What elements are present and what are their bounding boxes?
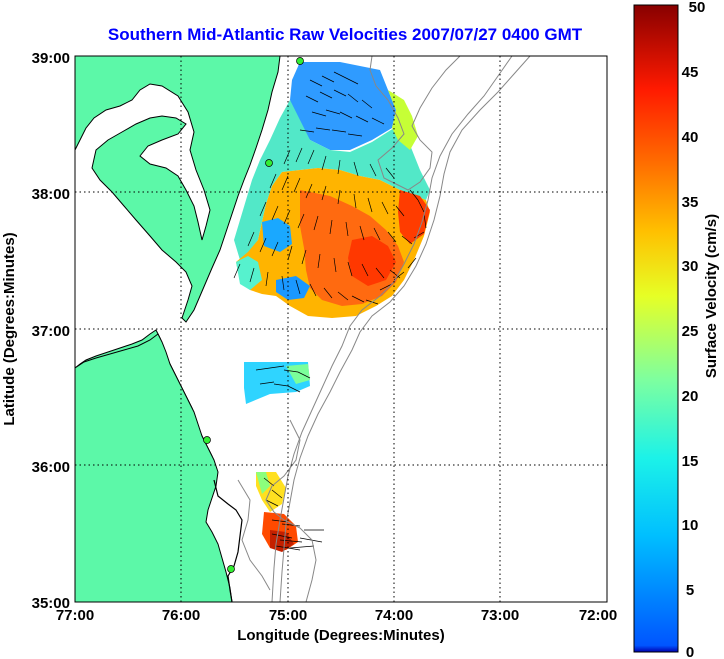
map-panel [75,56,607,602]
station-marker [265,159,273,167]
x-tick-label: 77:00 [56,607,94,624]
x-axis: 77:00 76:00 75:00 74:00 73:00 72:00 Long… [56,607,617,644]
y-tick-label: 35:00 [32,595,70,612]
y-axis: 39:00 38:00 37:00 36:00 35:00 Latitude (… [1,50,70,612]
barrier-islands [213,479,243,602]
colorbar-tick-label: 25 [682,323,699,340]
colorbar-tick-label: 40 [682,129,699,146]
x-axis-label: Longitude (Degrees:Minutes) [237,627,445,644]
x-tick-label: 76:00 [162,607,200,624]
y-tick-label: 38:00 [32,186,70,203]
station-marker [203,436,211,444]
velocity-vectors [233,71,427,551]
eastern-shore-land [75,333,233,602]
bathymetry-contours [237,56,531,602]
y-tick-label: 39:00 [32,50,70,67]
colorbar: 50 45 40 35 30 25 20 15 10 5 0 Surface V… [633,0,720,659]
colorbar-tick-label: 10 [682,517,699,534]
colorbar-tick-label: 35 [682,194,699,211]
map-grid [75,56,607,602]
colorbar-tick-label: 45 [682,64,699,81]
colorbar-tick-label: 5 [686,582,694,599]
station-marker [296,57,304,65]
velocity-field [234,62,430,552]
figure-title: Southern Mid-Atlantic Raw Velocities 200… [108,25,583,44]
y-tick-label: 37:00 [32,323,70,340]
y-axis-label: Latitude (Degrees:Minutes) [1,232,18,425]
station-marker [227,565,235,573]
x-tick-label: 75:00 [269,607,307,624]
station-markers [203,57,304,573]
x-tick-label: 74:00 [375,607,413,624]
y-tick-label: 36:00 [32,459,70,476]
colorbar-tick-label: 15 [682,453,699,470]
colorbar-tick-label: 0 [686,644,694,659]
map-frame [74,55,608,603]
colorbar-tick-label: 30 [682,258,699,275]
colorbar-tick-label: 20 [682,388,699,405]
colorbar-label: Surface Velocity (cm/s) [703,214,720,378]
colorbar-gradient [633,4,679,653]
colorbar-tick-label: 50 [689,0,706,16]
x-tick-label: 73:00 [481,607,519,624]
x-tick-label: 72:00 [579,607,617,624]
